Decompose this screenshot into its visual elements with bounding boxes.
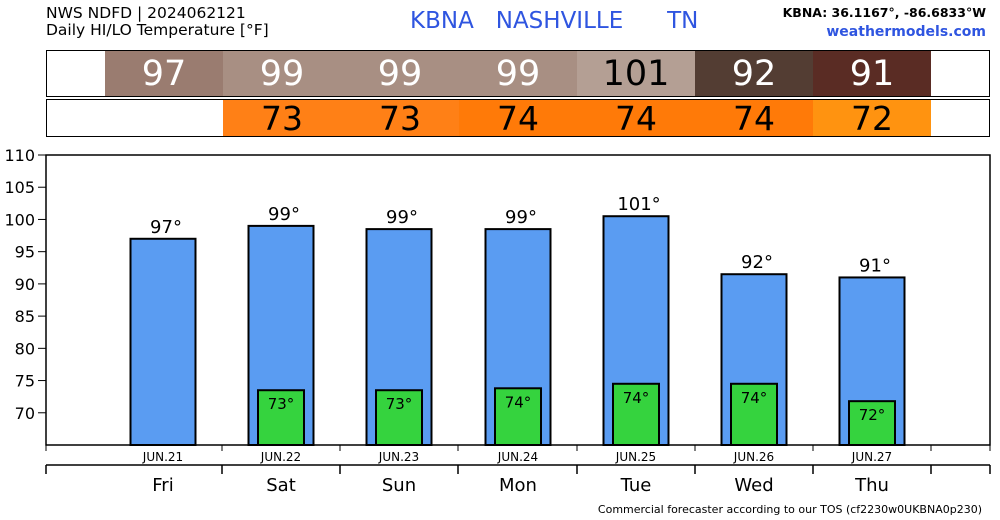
footer-note: Commercial forecaster according to our T… bbox=[597, 503, 982, 516]
product-subtitle: Daily HI/LO Temperature [°F] bbox=[46, 21, 269, 39]
y-tick-label: 90 bbox=[15, 275, 35, 294]
y-tick-label: 105 bbox=[4, 178, 35, 197]
low-temp-cell: 73 bbox=[341, 98, 459, 138]
x-date-label: JUN.25 bbox=[615, 450, 656, 464]
high-bar-label: 99° bbox=[386, 207, 418, 228]
high-temp-value: 97 bbox=[141, 53, 187, 94]
low-bar bbox=[494, 387, 542, 446]
y-tick-label: 85 bbox=[15, 307, 35, 326]
low-bar-label: 73° bbox=[268, 395, 295, 413]
high-temp-value: 99 bbox=[495, 53, 541, 94]
high-temp-value: 99 bbox=[377, 53, 423, 94]
high-bar-label: 101° bbox=[617, 194, 660, 215]
low-temp-value: 73 bbox=[261, 98, 303, 138]
high-bar bbox=[129, 237, 197, 446]
high-temp-value: 99 bbox=[259, 53, 305, 94]
station-title: KBNA NASHVILLE TN bbox=[410, 8, 699, 34]
y-tick-label: 70 bbox=[15, 404, 35, 423]
low-temp-value: 73 bbox=[379, 98, 421, 138]
low-bar-label: 72° bbox=[859, 406, 886, 424]
x-weekday-label: Mon bbox=[499, 475, 537, 496]
x-date-label: JUN.23 bbox=[378, 450, 419, 464]
high-temp-cell: 99 bbox=[459, 51, 577, 96]
low-bar-label: 73° bbox=[386, 395, 413, 413]
y-tick-label: 80 bbox=[15, 339, 35, 358]
x-date-label: JUN.21 bbox=[142, 450, 183, 464]
low-bar bbox=[730, 382, 778, 446]
low-temp-strip: 73 73 74 74 74 72 bbox=[46, 98, 990, 138]
low-temp-cell: 74 bbox=[577, 98, 695, 138]
low-temp-value: 72 bbox=[851, 98, 893, 138]
x-date-label: JUN.26 bbox=[733, 450, 774, 464]
high-temp-cell: 99 bbox=[341, 51, 459, 96]
high-bar-label: 99° bbox=[268, 204, 300, 225]
low-bar bbox=[375, 389, 423, 447]
low-temp-value: 74 bbox=[497, 98, 539, 138]
x-weekday-label: Thu bbox=[854, 475, 889, 496]
high-temp-value: 92 bbox=[731, 53, 777, 94]
x-weekday-label: Wed bbox=[734, 475, 773, 496]
y-tick-label: 95 bbox=[15, 243, 35, 262]
high-temp-strip: 97 99 99 99 101 92 91 bbox=[46, 50, 990, 97]
low-bar bbox=[257, 389, 305, 447]
low-bar-label: 74° bbox=[623, 389, 650, 407]
low-temp-cell: 74 bbox=[695, 98, 813, 138]
low-temp-cell: 72 bbox=[813, 98, 931, 138]
y-tick-label: 100 bbox=[4, 210, 35, 229]
low-temp-value: 74 bbox=[615, 98, 657, 138]
high-temp-cell: 99 bbox=[223, 51, 341, 96]
low-bar-label: 74° bbox=[505, 393, 532, 411]
low-temp-value: 74 bbox=[733, 98, 775, 138]
x-date-label: JUN.24 bbox=[497, 450, 538, 464]
x-date-label: JUN.27 bbox=[851, 450, 892, 464]
high-bar-label: 92° bbox=[741, 252, 773, 273]
high-temp-value: 91 bbox=[849, 53, 895, 94]
high-temp-value: 101 bbox=[602, 53, 670, 94]
x-weekday-label: Tue bbox=[620, 475, 652, 496]
low-temp-cell: 74 bbox=[459, 98, 577, 138]
low-temp-cell: 73 bbox=[223, 98, 341, 138]
high-bar-label: 99° bbox=[505, 207, 537, 228]
x-date-label: JUN.22 bbox=[260, 450, 301, 464]
y-tick-label: 110 bbox=[4, 146, 35, 165]
high-bar-label: 97° bbox=[150, 217, 182, 238]
high-temp-cell: 91 bbox=[813, 51, 931, 96]
high-temp-cell: 101 bbox=[577, 51, 695, 96]
low-bar bbox=[848, 400, 896, 446]
x-weekday-label: Fri bbox=[152, 475, 173, 496]
low-temp-cell bbox=[105, 100, 223, 136]
station-coordinates: KBNA: 36.1167°, -86.6833°W bbox=[782, 5, 986, 20]
site-link[interactable]: weathermodels.com bbox=[826, 24, 986, 40]
product-title: NWS NDFD | 2024062121 bbox=[46, 4, 246, 22]
high-temp-cell: 92 bbox=[695, 51, 813, 96]
high-bar-label: 91° bbox=[859, 255, 891, 276]
x-weekday-label: Sat bbox=[266, 475, 296, 496]
low-bar bbox=[612, 382, 660, 446]
high-temp-cell: 97 bbox=[105, 51, 223, 96]
x-weekday-label: Sun bbox=[382, 475, 416, 496]
low-bar-label: 74° bbox=[741, 389, 768, 407]
y-tick-label: 75 bbox=[15, 372, 35, 391]
